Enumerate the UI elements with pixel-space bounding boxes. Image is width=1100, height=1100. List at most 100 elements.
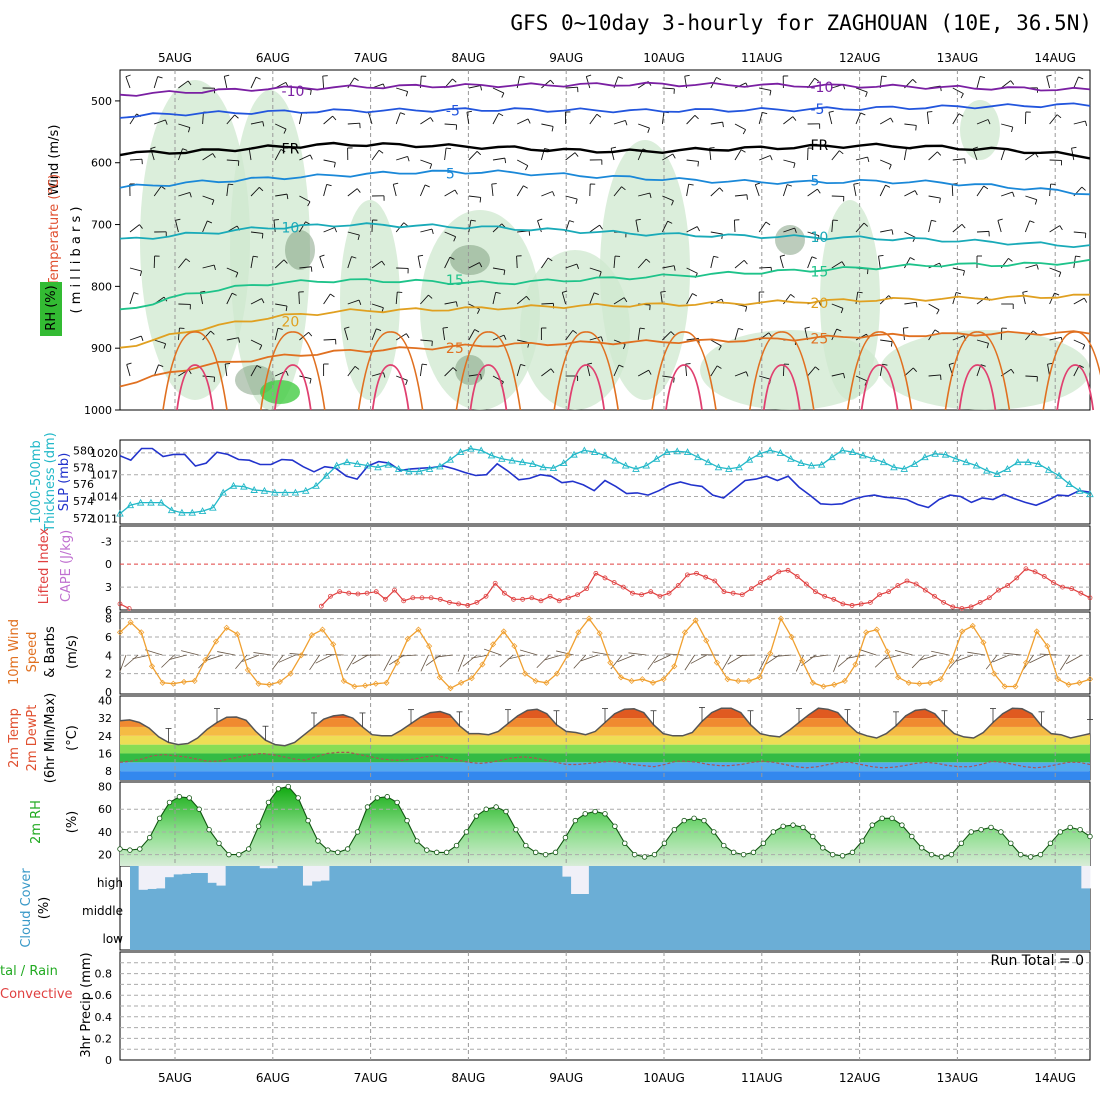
- wind-barb: [274, 259, 285, 269]
- wind10m-speed-point: [1001, 683, 1008, 690]
- wind10m-speed-point: [276, 678, 283, 685]
- lifted-index-point: [675, 583, 681, 588]
- wind-barb: [202, 264, 215, 269]
- thickness-point: [312, 481, 320, 489]
- thickness-point: [983, 466, 991, 474]
- wind-barb-flag: [519, 75, 525, 78]
- lifted-index-point: [483, 593, 489, 599]
- rh2m-point: [948, 851, 955, 858]
- wind-barb-flag: [814, 77, 819, 82]
- wind-barb-flag: [310, 266, 313, 272]
- wind-barb: [541, 123, 554, 127]
- wind-barb-flag: [881, 75, 887, 78]
- wind-barb: [1025, 152, 1036, 161]
- wind10m-speed-point: [639, 676, 646, 683]
- wind10m-speed-point: [521, 670, 529, 677]
- wind-barb: [417, 256, 421, 269]
- wind-barb: [371, 328, 377, 341]
- thickness-tick-label: 574: [73, 495, 94, 508]
- rh2m-point: [245, 846, 252, 852]
- rh2m-point: [572, 817, 579, 824]
- wind10m-speed-point: [756, 674, 763, 681]
- warm-contour-loop: [273, 364, 312, 411]
- rh2m-point: [255, 823, 262, 829]
- slp-tick-label: 1017: [90, 469, 118, 482]
- slp-thickness-lines: [116, 444, 1094, 517]
- precip-tick-label: 0.8: [95, 968, 113, 981]
- thickness-point: [838, 446, 847, 454]
- ylabel-lifted-index: Lifted Index: [37, 527, 52, 604]
- wind-barb-flag: [713, 255, 719, 258]
- wind-barb: [420, 339, 433, 342]
- wind-barb: [1046, 76, 1051, 89]
- temp-band: [120, 708, 1090, 710]
- wind-barb-flag: [405, 380, 408, 386]
- lifted-index-point: [703, 574, 709, 580]
- wind-barb-10m: [556, 650, 574, 656]
- wind-barb: [202, 153, 213, 161]
- warm-contour-loop: [469, 364, 508, 411]
- wind-barb-flag: [235, 272, 239, 278]
- wind-barb: [1025, 195, 1037, 201]
- thickness-point: [993, 470, 1001, 477]
- thickness-point: [198, 507, 207, 515]
- wind-barb-flag: [576, 263, 579, 269]
- rh2m-point: [1008, 840, 1014, 846]
- wind-barb: [492, 267, 505, 271]
- lifted-index-point: [767, 575, 773, 581]
- wind-barb: [997, 220, 1002, 233]
- rh2m-point: [859, 838, 866, 844]
- wind-barb: [928, 151, 938, 161]
- wind-barb-10m: [462, 654, 478, 667]
- wind10m-grid: [120, 612, 1090, 694]
- wind-barb-10m: [457, 654, 466, 672]
- lifted-index-point: [529, 595, 535, 601]
- wind-barb-10m: [882, 654, 901, 660]
- date-label-top: 9AUG: [549, 51, 583, 65]
- wind-barb: [1049, 336, 1062, 341]
- thickness-point: [219, 488, 227, 496]
- wind-barb-flag: [262, 121, 265, 127]
- wind-barb-flag: [1047, 362, 1053, 365]
- thickness-point: [291, 488, 300, 496]
- wind-barb: [831, 303, 844, 309]
- wind-barb: [250, 187, 260, 197]
- rh2m-point: [612, 823, 618, 829]
- wind10m-speed-point: [362, 682, 369, 689]
- lifted-index-point: [1050, 580, 1056, 585]
- wind-barb: [880, 229, 893, 233]
- wind-barb: [928, 374, 941, 377]
- lifted-index-point: [867, 599, 873, 605]
- wind-barb-flag: [931, 219, 937, 222]
- thickness-point: [456, 448, 465, 456]
- wind-barb: [759, 155, 771, 161]
- temperature-contour: [119, 258, 1091, 311]
- wind-barb-flag: [1034, 199, 1038, 205]
- lifted-index-point: [840, 601, 846, 607]
- thickness-point: [425, 465, 434, 472]
- wind-barb-10m: [278, 654, 296, 663]
- wind-barb: [178, 80, 189, 89]
- thickness-point: [580, 446, 589, 454]
- wind-barb: [759, 266, 772, 269]
- wind-barb-flag: [696, 226, 700, 232]
- wind-barb: [177, 148, 183, 161]
- wind-barb: [779, 256, 784, 269]
- panel-temp2m: 8 16 24 32 40 2m Temp 2m DewPt (6hr Min/Max)…: [7, 693, 1093, 783]
- wind-barb-flag: [238, 337, 240, 343]
- wind-barb-flag: [962, 270, 965, 276]
- contour-label: 15: [811, 265, 829, 281]
- ylabel-wind: Wind (m/s): [47, 125, 62, 196]
- wind-barb-flag: [1059, 225, 1063, 231]
- thickness-point: [467, 444, 475, 452]
- wind-barb: [855, 87, 868, 93]
- wind-barb: [976, 76, 981, 89]
- wind-barb: [831, 328, 838, 341]
- wind-barb-flag: [259, 187, 264, 192]
- wind-barb-flag: [479, 197, 482, 203]
- thickness-point: [178, 508, 186, 516]
- wind-barb-flag: [648, 369, 652, 375]
- lifted-index-point: [593, 570, 599, 576]
- wind-barb: [468, 151, 478, 161]
- wind-barb-flag: [344, 326, 350, 329]
